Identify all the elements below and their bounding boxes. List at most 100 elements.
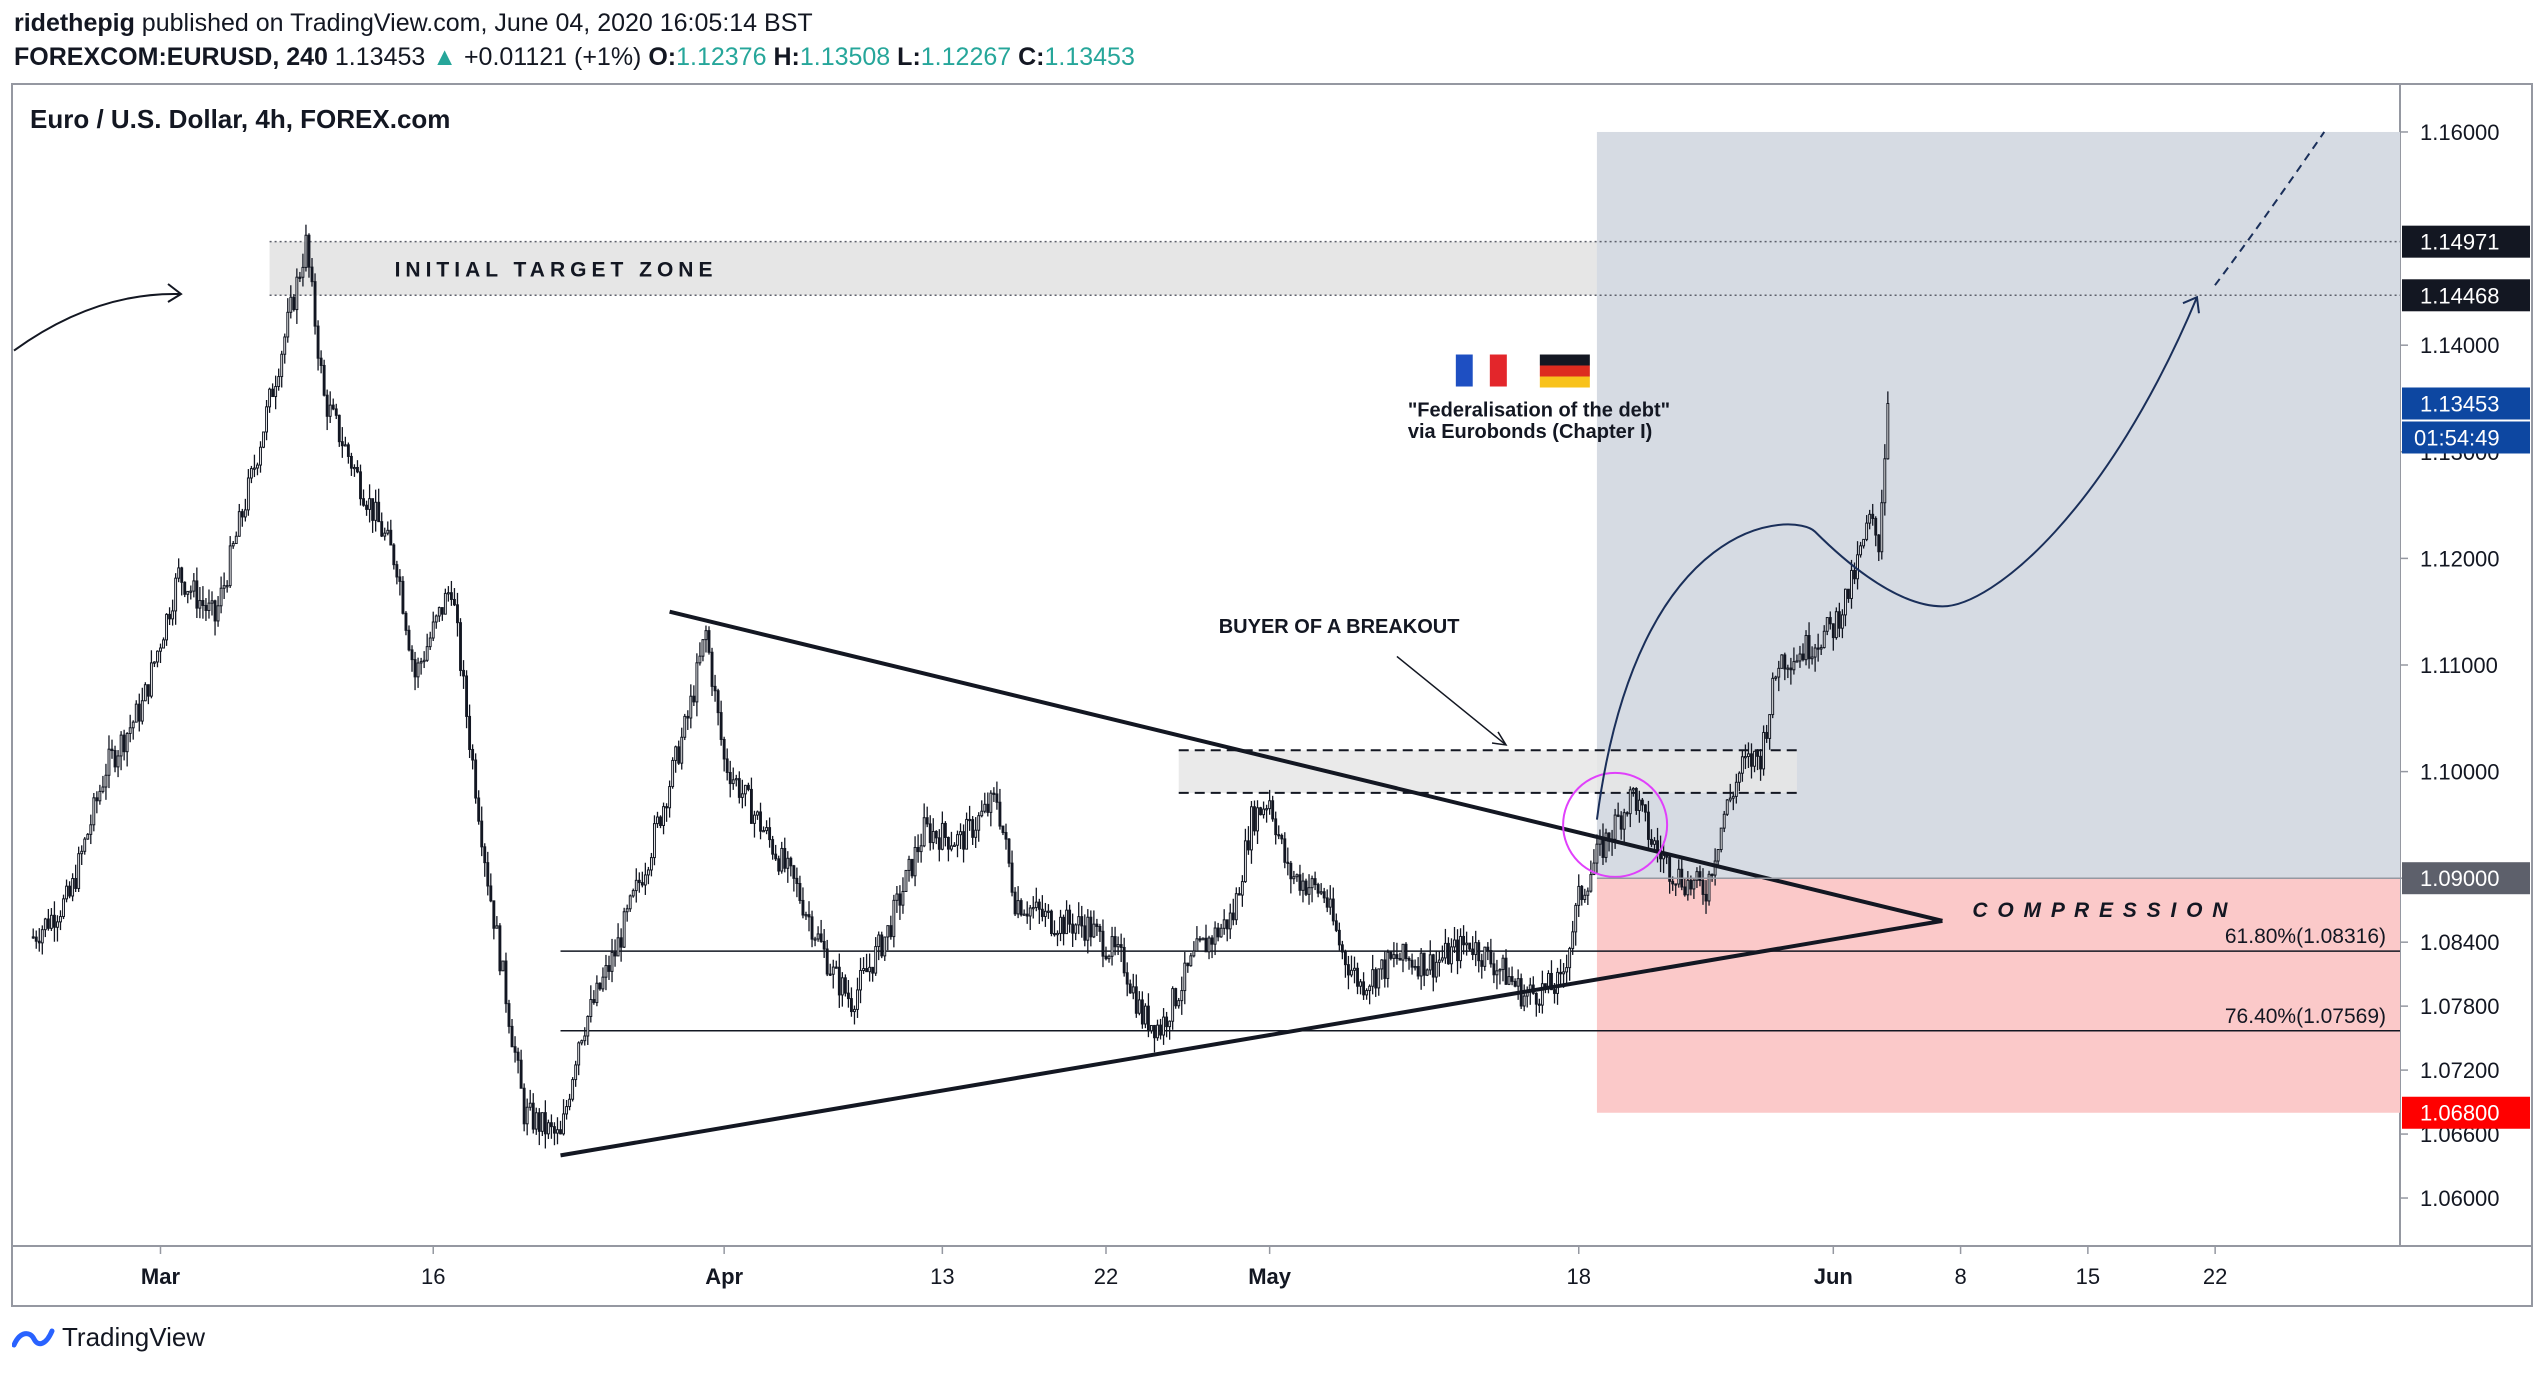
candle <box>1643 804 1647 813</box>
candle <box>1092 923 1096 938</box>
candle <box>74 878 78 889</box>
candle <box>1125 972 1129 985</box>
candle <box>1537 1003 1541 1006</box>
candle <box>780 847 784 872</box>
candle <box>480 820 484 848</box>
candle <box>1383 959 1387 979</box>
candle <box>649 857 653 871</box>
candle <box>592 999 596 1004</box>
candle <box>140 700 144 722</box>
candle <box>134 703 138 723</box>
candle <box>1486 946 1490 952</box>
tradingview-logo[interactable]: TradingView <box>12 1322 205 1353</box>
candle <box>904 869 908 892</box>
candle <box>1847 588 1850 599</box>
candle <box>1592 862 1596 876</box>
candle <box>198 600 202 609</box>
candle <box>622 911 626 948</box>
author-name[interactable]: ridethepig <box>14 9 135 37</box>
candle <box>365 504 369 510</box>
candle <box>62 898 65 918</box>
candle <box>777 858 781 872</box>
candle <box>1440 957 1444 961</box>
candle <box>1489 950 1493 965</box>
candle <box>665 806 669 809</box>
candle <box>698 655 702 664</box>
candle <box>1037 901 1041 910</box>
candle <box>1156 1024 1159 1039</box>
x-tick-label: 16 <box>421 1264 445 1289</box>
candle <box>1131 986 1135 994</box>
candle <box>574 1064 578 1081</box>
candle <box>192 580 196 592</box>
price-change: +0.01121 (+1%) <box>463 43 642 71</box>
y-tick-label: 1.11000 <box>2420 653 2498 678</box>
candle <box>674 746 678 761</box>
candle <box>468 715 472 750</box>
candle <box>1274 818 1278 836</box>
candle <box>189 590 193 593</box>
candle <box>204 604 208 611</box>
candle <box>1604 832 1608 858</box>
candle <box>828 973 832 976</box>
x-tick-label: 18 <box>1567 1264 1591 1289</box>
candle <box>1283 838 1287 863</box>
candle <box>1146 1005 1150 1032</box>
candle <box>1174 988 1178 1007</box>
candle <box>1443 942 1447 959</box>
candle <box>201 600 205 606</box>
symbol-line: FOREXCOM:EURUSD, 240 1.13453 ▲ +0.01121 … <box>14 40 1135 74</box>
candle <box>1165 1016 1169 1028</box>
candle <box>298 276 302 279</box>
candle <box>583 1035 587 1042</box>
candle <box>1228 912 1232 930</box>
candle <box>1086 916 1090 941</box>
y-tick-label: 1.07200 <box>2420 1058 2500 1083</box>
candle <box>1113 936 1117 948</box>
candle <box>734 778 738 781</box>
candle <box>246 477 250 511</box>
candle <box>728 771 732 785</box>
candle <box>1653 840 1656 845</box>
triangle-upper-line <box>669 609 1943 923</box>
candle <box>525 1106 529 1125</box>
candle <box>1237 893 1241 896</box>
candle <box>1343 951 1347 966</box>
candle <box>1686 879 1690 896</box>
candle <box>1050 910 1053 935</box>
candle <box>668 786 672 809</box>
candle <box>1477 942 1481 962</box>
candle <box>431 621 435 639</box>
candle <box>1789 667 1793 671</box>
candle <box>789 857 793 867</box>
federalisation-line1: "Federalisation of the debt" <box>1408 400 1670 422</box>
candle <box>1647 811 1650 840</box>
candle <box>762 830 765 833</box>
candle <box>707 630 711 653</box>
candle <box>483 846 487 864</box>
germany-flag-gold <box>1539 376 1590 388</box>
candle <box>465 675 469 717</box>
candle <box>1262 808 1266 816</box>
candle <box>1565 967 1569 973</box>
candle <box>222 585 226 589</box>
candle <box>1628 789 1632 815</box>
candle <box>1516 978 1520 987</box>
candle <box>1225 919 1229 930</box>
candle <box>722 738 726 760</box>
candle <box>1062 916 1066 935</box>
candle <box>553 1126 556 1134</box>
candle <box>1116 944 1120 948</box>
candle <box>122 734 126 753</box>
candle <box>1840 614 1844 629</box>
candle <box>759 811 762 832</box>
candle <box>168 613 172 620</box>
candle <box>943 822 947 838</box>
candle <box>859 969 862 991</box>
candle <box>1504 957 1508 985</box>
candle <box>1710 873 1714 877</box>
candle <box>383 532 387 537</box>
candle <box>1813 647 1817 658</box>
symbol-name[interactable]: FOREXCOM:EURUSD, 240 <box>14 43 328 71</box>
